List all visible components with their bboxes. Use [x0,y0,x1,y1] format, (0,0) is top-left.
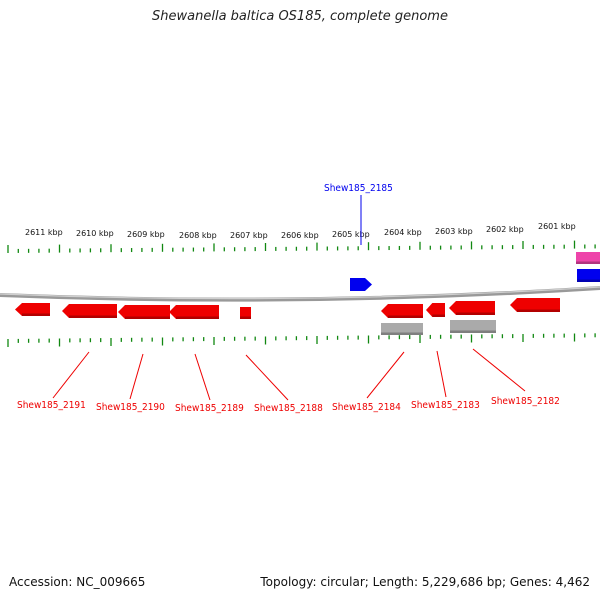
reverse-gene [240,307,251,319]
kbp-labels: 2611 kbp 2610 kbp 2609 kbp 2608 kbp 2607 kbp… [25,222,576,240]
kbp-label: 2606 kbp [281,231,319,240]
kbp-label: 2605 kbp [332,230,370,239]
genome-title: Shewanella baltica OS185, complete genom… [152,9,448,24]
kbp-label: 2607 kbp [230,231,268,240]
reverse-gene [62,304,117,318]
gene-shadow [69,315,117,318]
gene-label: Shew185_2185 [324,183,393,194]
pseudo-gene [450,320,496,333]
rna-gene [576,252,600,264]
genome-backbone [0,286,600,302]
kbp-label: 2601 kbp [538,222,576,231]
label-leader-line [436,350,447,398]
gene-label: Shew185_2189 [175,403,244,414]
reverse-gene [118,305,170,319]
pseudo-gene [381,323,423,335]
reverse-gene [381,304,423,318]
gene-shadow [176,316,219,319]
backbone-group [0,286,600,302]
reverse-gene [426,303,445,317]
label-leader-line [366,351,405,399]
gene-shadow [125,316,170,319]
kbp-label: 2610 kbp [76,229,114,238]
reverse-gene [449,301,495,315]
accession-text: Accession: NC_009665 [9,575,146,589]
gene-label: Shew185_2183 [411,400,480,411]
gene-label: Shew185_2190 [96,402,165,413]
gene-shadow [381,332,423,335]
gene-label: Shew185_2184 [332,402,401,413]
gene-shadow [576,261,600,264]
gene-shadow [432,314,445,317]
label-leader-line [472,348,526,392]
kbp-label: 2609 kbp [127,230,165,239]
label-leader-line [194,353,211,401]
reverse-gene [15,303,50,316]
kbp-label: 2602 kbp [486,225,524,234]
gene-shadow [240,316,251,319]
gene-shadow [450,330,496,333]
gene-shadow [577,279,600,282]
forward-ticks [7,240,596,253]
gene-label: Shew185_2191 [17,400,86,411]
kbp-label: 2608 kbp [179,231,217,240]
gene-shadow [388,315,423,318]
kbp-label: 2603 kbp [435,227,473,236]
forward-gene [350,278,372,291]
gene-shadow [22,313,50,316]
genes [15,252,600,335]
kbp-label: 2604 kbp [384,228,422,237]
label-leader-line [245,354,289,401]
reverse-ticks [7,333,596,347]
forward-gene [577,269,600,282]
genome-stats: Topology: circular; Length: 5,229,686 bp… [260,575,590,589]
label-leader-line [129,353,144,400]
reverse-gene [169,305,219,319]
gene-label: Shew185_2188 [254,403,323,414]
label-leader-line [52,351,90,399]
kbp-label: 2611 kbp [25,228,63,237]
gene-shadow [456,312,495,315]
reverse-gene [510,298,560,312]
gene-labels: Shew185_2185 Shew185_2191 Shew185_2190 Shew… [17,183,560,414]
gene-shadow [517,309,560,312]
gene-label: Shew185_2182 [491,396,560,407]
